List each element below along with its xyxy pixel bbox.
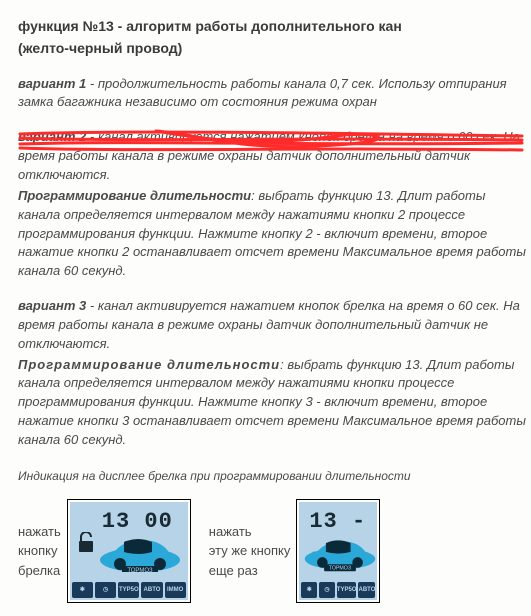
variant-1-body: - продолжительность работы канала 0,7 се… (18, 76, 507, 110)
variant-2-prog-lead: Программирование длительности (18, 188, 251, 203)
display-2-car-icon: ТОРМОЗ (303, 530, 377, 578)
variant-3-lead: вариант 3 (18, 298, 86, 313)
display-1-icon-gear: ✱ (72, 582, 93, 598)
display-2-icon-speed: ◷ (319, 582, 335, 598)
display-2-frame: 13 - - ТОРМОЗ ✱ ◷ TYP5 (296, 499, 380, 603)
display-1-label-line-1: нажать (18, 522, 61, 542)
display-1-lock-icon (76, 532, 96, 563)
display-1-label-line-2: кнопку (18, 541, 61, 561)
page-title-line-2: (желто-черный провод) (18, 38, 531, 58)
display-1-car-icon: ТОРМОЗ (98, 530, 182, 578)
variant-2-body: - канал активируется нажатием кнопок бре… (18, 129, 520, 182)
display-1-icons-row: ✱ ◷ TYP5O ABTO IMMO (72, 582, 186, 598)
display-1-frame: 13 00 ТОРМОЗ ✱ (67, 499, 191, 603)
variant-3-body: - канал активируется нажатием кнопок бре… (18, 298, 520, 351)
display-1-icon-speed: ◷ (95, 582, 116, 598)
display-2-tormoz-label: ТОРМОЗ (329, 566, 351, 572)
displays-row: нажать кнопку брелка 13 00 (18, 499, 531, 603)
variant-3-prog-lead: Программирование длительности (18, 357, 280, 372)
variant-1-lead: вариант 1 (18, 76, 86, 91)
variant-3-programming: Программирование длительности: выбрать ф… (18, 356, 531, 450)
display-2-label-line-2: эту же кнопку (209, 541, 291, 561)
display-1-icon-turbo: TYP5O (118, 582, 139, 598)
display-2-lcd: 13 - - ТОРМОЗ ✱ ◷ TYP5 (299, 502, 377, 600)
display-2-icon-auto: ABTO (358, 582, 375, 598)
display-1-label: нажать кнопку брелка (18, 522, 61, 581)
variant-2-paragraph: вариант 2 - канал активируется нажатием … (18, 128, 531, 185)
variant-2-lead: вариант 2 (18, 129, 86, 144)
display-2-label-line-3: еще раз (209, 561, 291, 581)
page-title-line-1: функция №13 - алгоритм работы дополнител… (18, 16, 531, 36)
display-1-icon-auto: ABTO (141, 582, 162, 598)
display-1-lcd: 13 00 ТОРМОЗ ✱ (70, 502, 188, 600)
display-1-label-line-3: брелка (18, 561, 61, 581)
variant-2-programming: Программирование длительности: выбрать ф… (18, 187, 531, 281)
display-2-icon-gear: ✱ (301, 582, 317, 598)
display-1-icon-immo: IMMO (165, 582, 186, 598)
display-2-label: нажать эту же кнопку еще раз (209, 522, 291, 581)
indication-line: Индикация на дисплее брелка при программ… (18, 468, 531, 485)
display-2-icon-turbo: TYP5O (337, 582, 357, 598)
display-2-label-line-1: нажать (209, 522, 291, 542)
display-1-tormoz-label: ТОРМОЗ (127, 568, 153, 572)
variant-3-paragraph: вариант 3 - канал активируется нажатием … (18, 297, 531, 354)
display-2-icons-row: ✱ ◷ TYP5O ABTO (301, 582, 375, 598)
variant-1-paragraph: вариант 1 - продолжительность работы кан… (18, 75, 531, 113)
